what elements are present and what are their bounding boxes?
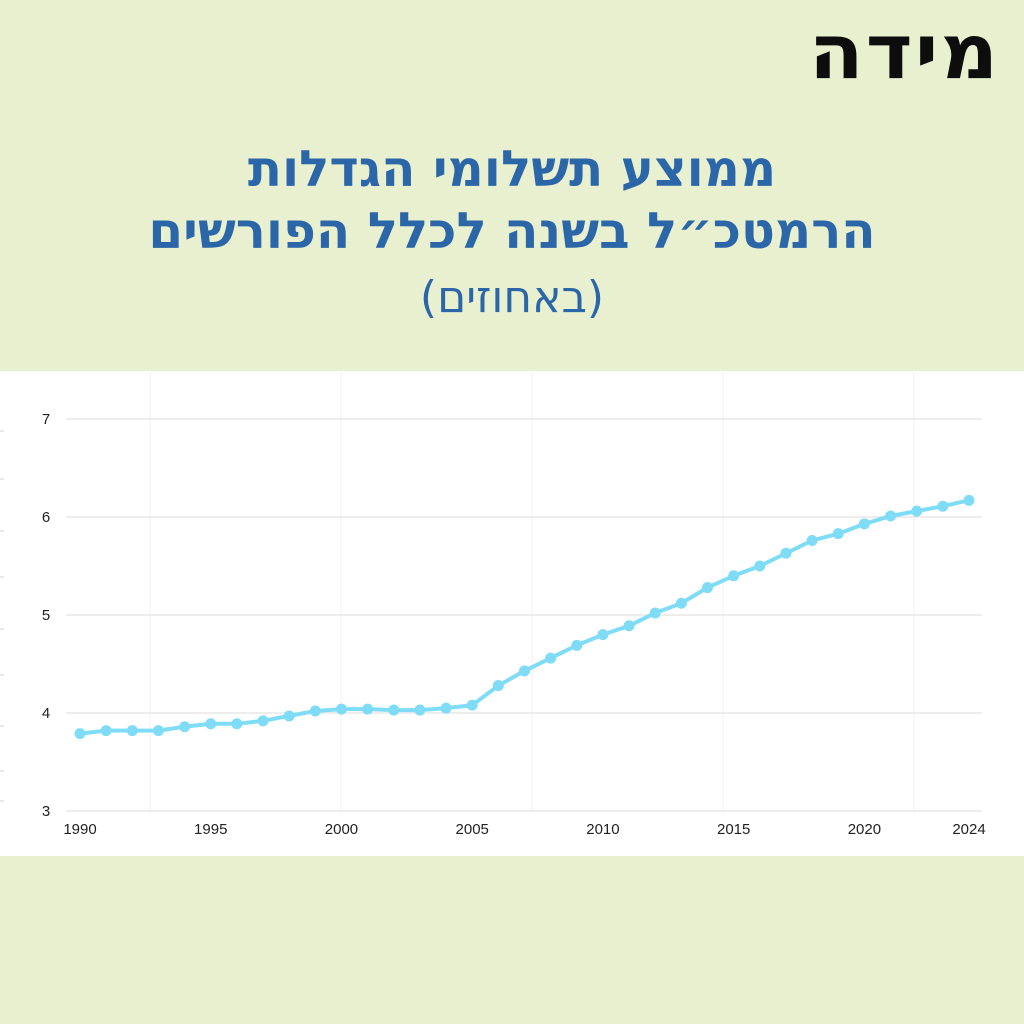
data-point-1999 [309,705,321,717]
chart-subtitle: (באחוזים) [419,272,605,323]
data-point-2004 [440,702,452,714]
data-point-2019 [832,528,844,540]
y-tick-label-4: 4 [42,705,50,722]
data-point-2007 [519,665,530,677]
chart-title-line-2: הרמטכ״ל בשנה לכלל הפורשים [148,202,876,260]
data-point-2018 [806,535,818,547]
chart-title-line-1: ממוצע תשלומי הגדלות [247,140,777,198]
x-tick-label-2000: 2000 [325,821,358,838]
data-point-2009 [571,639,583,651]
data-point-2000 [335,703,347,715]
x-tick-label-2015: 2015 [717,821,750,838]
x-tick-label-1990: 1990 [63,821,96,838]
data-point-1998 [283,710,295,722]
chart-title-block: ממוצע תשלומי הגדלות הרמטכ״ל בשנה לכלל הפ… [0,138,1024,326]
data-point-2006 [492,680,504,692]
data-point-2015 [728,570,740,582]
data-point-2017 [780,547,792,559]
y-tick-label-3: 3 [42,803,50,820]
brand-logo: מידה [808,7,1000,96]
x-tick-label-2024: 2024 [952,821,985,838]
data-point-2003 [414,704,426,716]
data-point-2020 [858,518,870,530]
data-point-2010 [597,629,609,641]
line-chart: 3 4 5 6 7 1990 1995 2000 2005 2010 2015 2020 2024 [0,371,986,838]
data-point-1992 [126,725,138,737]
data-point-2024 [963,494,975,506]
data-point-2011 [623,620,635,632]
x-tick-label-2020: 2020 [848,821,881,838]
x-tick-label-2005: 2005 [456,821,489,838]
data-point-2008 [545,652,557,664]
data-point-2021 [885,510,897,522]
data-point-1995 [205,718,217,730]
data-point-2005 [466,699,478,711]
y-tick-label-7: 7 [42,411,50,428]
data-point-2012 [649,607,661,619]
data-point-1990 [74,728,86,740]
data-point-2013 [675,597,687,609]
data-point-2002 [388,704,400,716]
data-point-1991 [100,725,112,737]
y-tick-label-6: 6 [42,509,50,526]
data-point-2001 [362,703,374,715]
data-point-1996 [231,718,243,730]
data-point-2023 [937,500,949,512]
data-point-1997 [257,715,269,727]
data-point-2014 [702,582,714,594]
x-tick-label-1995: 1995 [194,821,227,838]
data-point-2022 [911,505,923,517]
y-tick-label-5: 5 [42,607,50,624]
chart-panel: 3 4 5 6 7 1990 1995 2000 2005 2010 2015 2020 2024 [0,371,1024,856]
data-point-2016 [754,560,766,572]
x-tick-label-2010: 2010 [586,821,619,838]
data-point-1994 [179,721,191,733]
data-point-1993 [152,725,164,737]
